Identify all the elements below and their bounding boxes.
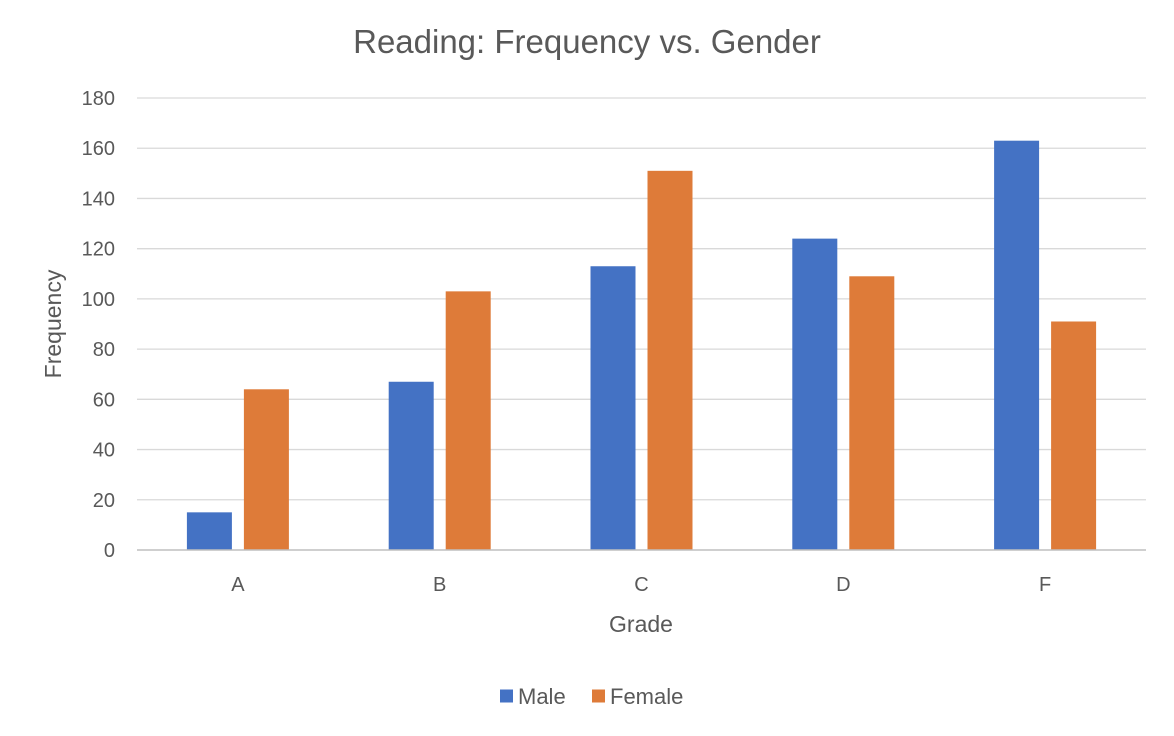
- bar-male-d: [792, 238, 838, 550]
- y-axis-title: Frequency: [40, 269, 66, 378]
- y-tick-labels: 0 20 40 60 80 100 120 140 160 180: [82, 88, 115, 562]
- x-tick-label: B: [433, 574, 446, 596]
- y-tick-label: 20: [93, 490, 115, 512]
- legend-swatch-female: [592, 689, 605, 703]
- bars: [186, 140, 1097, 551]
- bar-male-b: [388, 381, 434, 550]
- legend-label-female: Female: [610, 684, 683, 709]
- x-tick-label: A: [231, 574, 245, 596]
- gridlines: [137, 97, 1146, 501]
- bar-female-c: [647, 170, 693, 551]
- legend: Male Female: [500, 684, 683, 709]
- y-tick-label: 100: [82, 289, 115, 311]
- y-tick-label: 120: [82, 239, 115, 261]
- y-tick-label: 60: [93, 389, 115, 411]
- legend-swatch-male: [500, 689, 513, 703]
- bar-male-c: [590, 266, 636, 550]
- y-tick-label: 160: [82, 138, 115, 160]
- y-tick-label: 0: [104, 540, 115, 562]
- x-tick-label: D: [836, 574, 850, 596]
- bar-female-f: [1051, 321, 1097, 550]
- bar-female-b: [445, 291, 491, 550]
- x-axis-title: Grade: [609, 611, 673, 637]
- bar-female-a: [243, 389, 289, 550]
- y-tick-label: 80: [93, 339, 115, 361]
- x-tick-label: C: [634, 574, 648, 596]
- bar-male-f: [994, 140, 1040, 550]
- bar-male-a: [186, 512, 232, 550]
- bar-female-d: [849, 276, 895, 550]
- x-tick-label: F: [1039, 574, 1051, 596]
- y-tick-label: 140: [82, 188, 115, 210]
- chart-title: Reading: Frequency vs. Gender: [353, 23, 821, 60]
- y-tick-label: 40: [93, 440, 115, 462]
- y-tick-label: 180: [82, 88, 115, 110]
- legend-label-male: Male: [518, 684, 566, 709]
